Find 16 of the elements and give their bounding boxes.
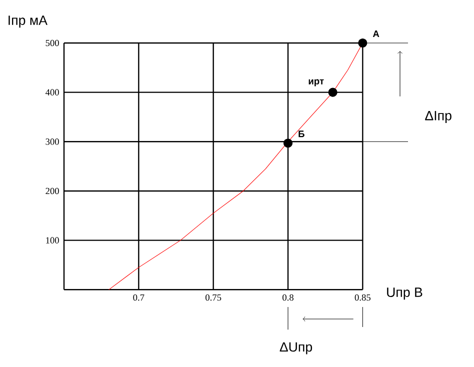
y-tick-label: 500 [46, 40, 59, 46]
y-tick-label: 400 [45, 89, 59, 96]
annotation: Б [298, 130, 304, 138]
x-tick-label: 0.75 [206, 294, 222, 301]
x-axis-title: Uпр В [387, 288, 422, 300]
text: ΔIпр [425, 111, 452, 123]
annotation: ирт [308, 79, 324, 86]
y-tick-label: 300 [46, 138, 59, 145]
annotation: А [372, 30, 380, 37]
x-tick-label: 0.85 [354, 294, 370, 301]
y-tick-label: 100 [46, 237, 59, 244]
y-tick-label: 200 [46, 188, 59, 194]
y-axis-title: Iпр мА [8, 16, 48, 28]
text: ΔUпр [280, 342, 312, 354]
x-tick-label: 0.7 [133, 294, 144, 301]
x-tick-label: 0.8 [282, 294, 294, 301]
